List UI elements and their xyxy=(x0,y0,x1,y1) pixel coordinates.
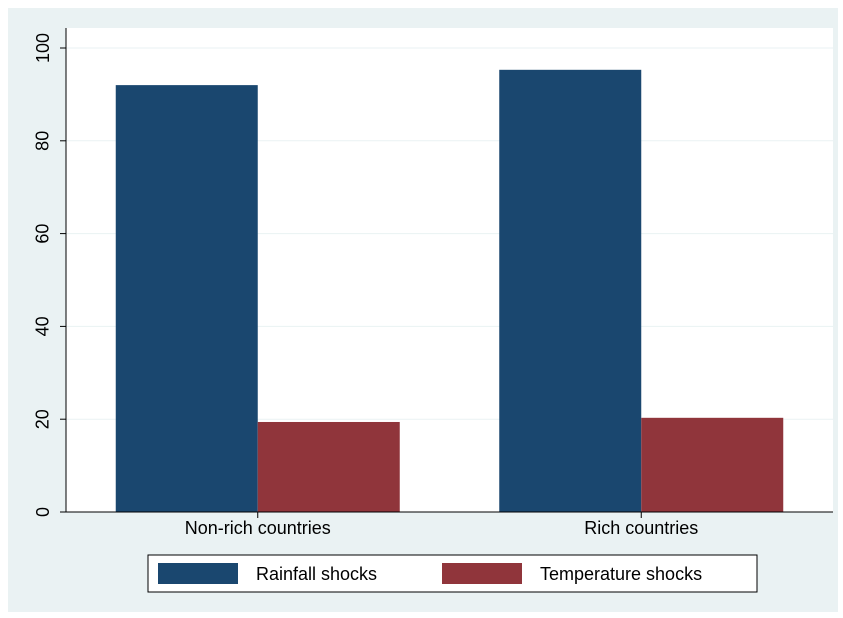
y-tick-label: 80 xyxy=(33,131,53,151)
y-tick-label: 60 xyxy=(33,224,53,244)
y-tick-label: 40 xyxy=(33,316,53,336)
legend-swatch xyxy=(158,563,238,584)
x-tick-label: Non-rich countries xyxy=(185,518,331,538)
y-tick-label: 20 xyxy=(33,409,53,429)
x-tick-label: Rich countries xyxy=(584,518,698,538)
bar xyxy=(115,85,258,513)
legend-label: Rainfall shocks xyxy=(256,564,377,584)
bar xyxy=(499,69,642,513)
y-tick-label: 100 xyxy=(33,33,53,63)
y-tick-label: 0 xyxy=(33,507,53,517)
bar xyxy=(257,421,400,512)
legend-swatch xyxy=(442,563,522,584)
bar xyxy=(641,417,784,512)
legend-label: Temperature shocks xyxy=(540,564,702,584)
